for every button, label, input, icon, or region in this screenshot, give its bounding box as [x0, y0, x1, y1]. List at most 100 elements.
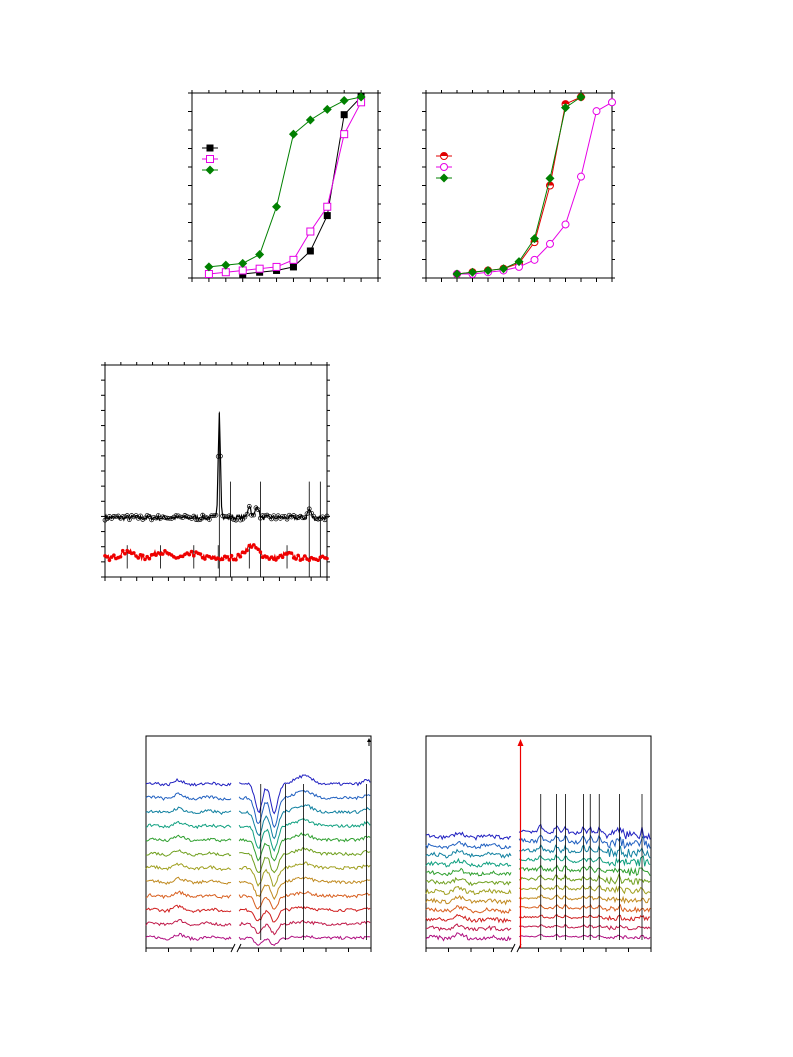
- c-series-0-point: [224, 514, 230, 520]
- e-spectrum-0-right: [518, 933, 651, 940]
- a-frame: [191, 92, 379, 279]
- c-series-0-point: [251, 512, 257, 518]
- c-series-0-point: [238, 517, 243, 523]
- c-series-0-point: [322, 517, 328, 523]
- c-series-0-point: [304, 511, 310, 517]
- c-series-1-point: [107, 558, 112, 563]
- c-series-1-point: [245, 548, 249, 553]
- b-series-2-point: [561, 103, 570, 113]
- c-series-0-point: [231, 517, 237, 522]
- d-spectrum-9-right: [238, 804, 371, 840]
- c-series-1-point: [325, 556, 329, 561]
- c-series-0-point: [191, 513, 197, 519]
- a-series-2-point: [238, 258, 248, 268]
- d-spectrum-0-left: [145, 932, 232, 941]
- c-series-1-point: [105, 555, 110, 559]
- c-series-0-point: [122, 514, 128, 520]
- d-spectrum-4-left: [145, 876, 232, 885]
- b-series-1-point: [530, 255, 539, 264]
- c-series-0-point: [302, 515, 308, 521]
- e-spectrum-0-left: [425, 932, 512, 942]
- a-series-1-point: [238, 266, 247, 275]
- c-series-0-point: [233, 517, 239, 523]
- c-series-0-point: [249, 512, 254, 518]
- c-series-1-point: [256, 547, 260, 552]
- c-series-1-point: [163, 549, 167, 553]
- e-spectrum-1-left: [425, 923, 512, 932]
- e-spectrum-8-right: [519, 854, 651, 867]
- d-spectrum-3-right: [238, 890, 371, 910]
- c-series-1-point: [225, 555, 229, 559]
- e-spectrum-2-left: [425, 913, 512, 924]
- c-series-0-point: [220, 513, 226, 519]
- a-series-1-point: [255, 264, 264, 273]
- c-series-0-point: [164, 515, 170, 521]
- a-series-2-point: [272, 202, 282, 212]
- a-series-1-point: [323, 202, 332, 211]
- c-series-0-point: [313, 516, 319, 522]
- c-series-0-point: [167, 515, 172, 521]
- d-spectrum-9-left: [145, 806, 232, 815]
- c-series-1-point: [258, 550, 263, 554]
- c-series-0-point: [144, 513, 150, 518]
- b-legend-marker-2: [439, 173, 449, 183]
- d-axis-break-mark: [230, 943, 236, 953]
- e-spectrum-3-left: [425, 904, 512, 915]
- c-series-0-point: [113, 514, 119, 520]
- e-spectrum-1-right: [518, 923, 651, 931]
- d-spectrum-10-left: [145, 792, 232, 801]
- c-series-1-point: [265, 555, 269, 559]
- chart-panel-b: [422, 90, 616, 282]
- c-series-1-point: [229, 553, 234, 558]
- a-series-2-point: [204, 262, 214, 272]
- d-spectrum-0-right: [238, 934, 371, 946]
- c-series-1-point: [220, 557, 225, 562]
- e-spectrum-11-left: [425, 831, 512, 841]
- c-series-0-point: [218, 453, 223, 459]
- c-series-0-point: [211, 513, 217, 519]
- c-series-0-point: [162, 515, 168, 520]
- a-series-1-point: [340, 130, 349, 139]
- c-series-1-point: [280, 555, 285, 560]
- chart-panel-e: [425, 735, 652, 953]
- c-series-1-point: [160, 552, 165, 556]
- c-series-0-point: [213, 512, 219, 518]
- c-series-0-point: [147, 514, 152, 519]
- a-legend-marker-0: [206, 144, 214, 152]
- a-series-2-point: [288, 129, 298, 139]
- c-series-0-point: [280, 514, 285, 519]
- d-spectrum-7-left: [145, 834, 232, 843]
- b-legend-marker-0-half: [440, 152, 448, 156]
- c-series-0-point: [271, 513, 277, 519]
- c-series-0-point: [273, 516, 279, 522]
- d-spectrum-7-right: [238, 832, 371, 862]
- c-series-0-point: [151, 514, 157, 520]
- d-spectrum-3-left: [145, 890, 232, 900]
- c-series-0-point: [242, 514, 248, 520]
- a-series-0-point: [306, 247, 314, 255]
- e-spectrum-10-left: [425, 840, 512, 850]
- b-series-1-line: [457, 101, 613, 275]
- c-series-0-line: [104, 412, 328, 523]
- c-series-0-point: [195, 517, 201, 523]
- b-series-2-point: [483, 265, 493, 275]
- c-series-1-point: [123, 552, 127, 556]
- d-spectrum-11-left: [145, 777, 232, 787]
- c-series-0-point: [320, 514, 325, 520]
- c-series-1-point: [143, 557, 147, 562]
- d-spectrum-11-right: [238, 774, 371, 815]
- c-series-1-point: [140, 553, 145, 558]
- c-series-1-point: [238, 554, 243, 559]
- c-series-1-point: [289, 551, 294, 555]
- c-series-0-point: [300, 515, 305, 521]
- c-series-1-point: [203, 557, 207, 561]
- e-spectrum-9-left: [425, 848, 512, 859]
- b-series-1-point: [546, 239, 554, 248]
- c-series-0-point: [235, 514, 241, 520]
- a-legend-marker-1: [206, 155, 214, 163]
- c-series-0-point: [111, 513, 117, 519]
- a-series-2-point: [339, 96, 349, 106]
- c-series-1-point: [187, 552, 192, 557]
- b-series-2-point: [530, 234, 539, 244]
